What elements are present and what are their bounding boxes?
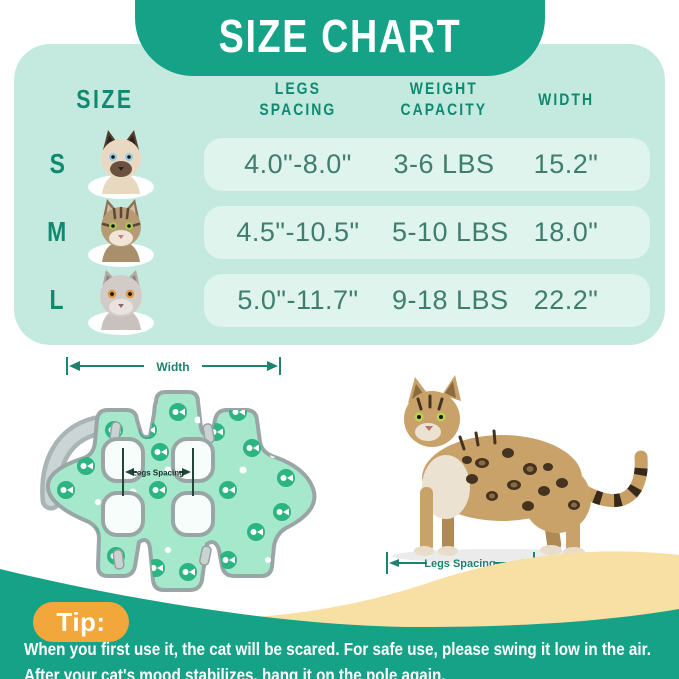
tip-text: When you first use it, the cat will be s… — [24, 636, 675, 679]
tip-badge: Tip: — [33, 602, 129, 642]
garment-illustration: Width — [40, 357, 317, 592]
column-header-size: SIZE — [76, 84, 134, 114]
teal-wave — [0, 569, 679, 679]
width-measure-label: Width — [156, 360, 189, 374]
cell-width: 22.2" — [533, 285, 599, 315]
cell-legs-spacing: 4.5"-10.5" — [236, 217, 360, 247]
size-label-l: L — [49, 284, 65, 315]
width-measure — [66, 357, 281, 375]
row-values-pill: 4.5"-10.5" 5-10 LBS 18.0" — [204, 206, 650, 259]
page-title: SIZE CHART — [218, 10, 462, 62]
cell-legs-spacing: 4.0"-8.0" — [244, 149, 352, 179]
table-row: S 4.0"-8.0" 3-6 LBS 15.2" — [14, 130, 665, 199]
column-header-weight-capacity: WEIGHT CAPACITY — [400, 79, 488, 119]
table-row: M 4.5"-10.5" 5-10 LBS 18.0" — [14, 198, 665, 267]
grey-cat-photo — [88, 270, 154, 335]
row-values-pill: 4.0"-8.0" 3-6 LBS 15.2" — [204, 138, 650, 191]
cell-legs-spacing: 5.0"-11.7" — [237, 285, 359, 315]
title-badge: SIZE CHART — [135, 0, 545, 76]
column-header-width: WIDTH — [538, 89, 594, 109]
siamese-cat-photo — [88, 130, 154, 199]
table-header-row: SIZE LEGS SPACING WEIGHT CAPACITY WIDTH — [14, 78, 665, 130]
cell-width: 15.2" — [533, 149, 599, 179]
tip-badge-label: Tip: — [56, 606, 106, 637]
velcro-tabs — [109, 421, 215, 570]
size-table-panel: SIZE LEGS SPACING WEIGHT CAPACITY WIDTH … — [14, 44, 665, 345]
size-label-s: S — [49, 148, 65, 179]
column-headers: LEGS SPACING WEIGHT CAPACITY WIDTH — [204, 78, 650, 120]
tip-line-2: After your cat's mood stabilizes, hang i… — [24, 665, 446, 679]
column-header-legs-spacing: LEGS SPACING — [259, 79, 337, 119]
size-label-m: M — [47, 216, 67, 247]
cat-legs-spacing-label: Legs Spacing — [424, 558, 496, 570]
table-row: L 5.0"-11.7" 9-18 LBS 22.2" — [14, 266, 665, 335]
cell-weight-capacity: 3-6 LBS — [393, 149, 495, 179]
tabby-cat-photo — [88, 199, 154, 267]
tip-line-1: When you first use it, the cat will be s… — [24, 639, 651, 659]
bottom-wave-band — [0, 551, 679, 679]
cell-width: 18.0" — [533, 217, 599, 247]
garment-legs-spacing-label: Legs Spacing — [132, 469, 184, 478]
cell-weight-capacity: 9-18 LBS — [392, 285, 509, 315]
cell-weight-capacity: 5-10 LBS — [392, 217, 509, 247]
row-values-pill: 5.0"-11.7" 9-18 LBS 22.2" — [204, 274, 650, 327]
bengal-cat-photo — [392, 375, 648, 563]
